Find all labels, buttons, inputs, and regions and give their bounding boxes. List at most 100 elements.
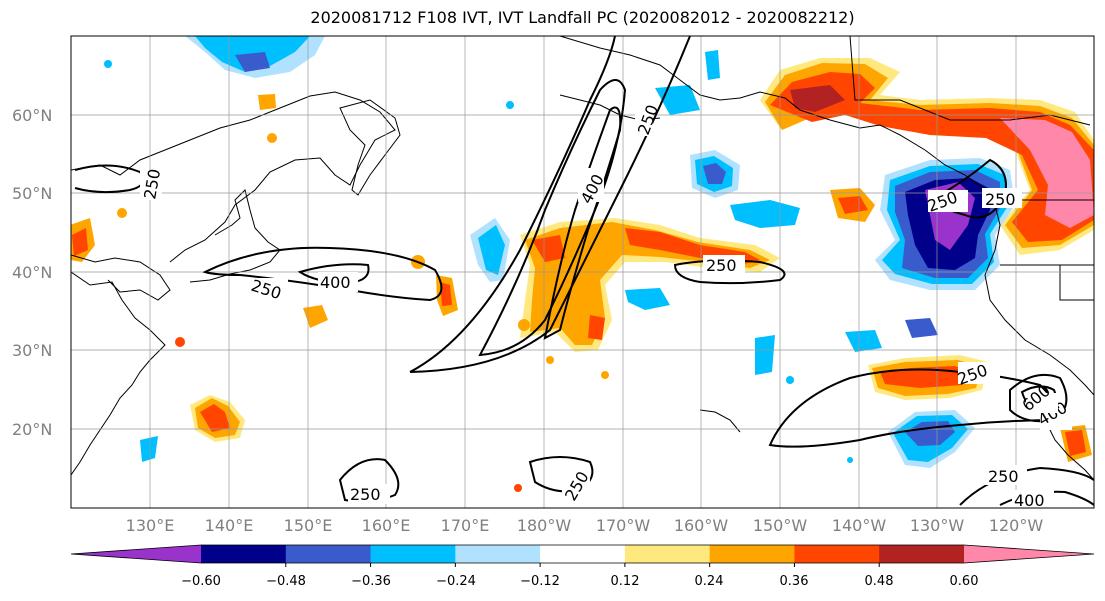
shading-patch [478, 225, 505, 275]
shading-patch [730, 200, 800, 228]
contour-labels: 250 250 400 250 400 250 250 250 250 250 … [140, 102, 1072, 510]
contour-label: 250 [988, 467, 1019, 486]
shading-patch [140, 436, 158, 462]
shading-patch [200, 404, 230, 432]
coastline-alaska [559, 36, 1094, 396]
lon-label: 120°W [989, 516, 1044, 535]
shading-patch [770, 72, 1094, 242]
contour-label-bg [958, 362, 1000, 384]
shading-dot [546, 356, 554, 364]
colorbar-segment [455, 545, 541, 563]
shading-patch [258, 94, 276, 110]
shading-patch [532, 235, 565, 262]
shading-patch [905, 318, 938, 338]
contour-label-bg [985, 465, 1027, 485]
lon-label: 150°W [753, 516, 808, 535]
contour-label: 250 [706, 256, 737, 275]
contour-label-bg [982, 188, 1022, 208]
lat-label: 50°N [12, 184, 52, 203]
contour-400-dateline [543, 106, 622, 340]
contour-250-se [959, 466, 1094, 506]
contour-label: 400 [320, 273, 351, 292]
colorbar-tick-label: 0.12 [611, 574, 640, 589]
shading-dot [175, 337, 185, 347]
shading-patch [838, 196, 868, 214]
shading-dot [786, 376, 794, 384]
contour-250-kuroshio [202, 246, 443, 302]
lon-label: 140°E [205, 516, 254, 535]
longitude-labels: 130°E 140°E 150°E 160°E 170°E 180°W 170°… [126, 516, 1044, 535]
shading-patch [588, 315, 605, 340]
contour-label-bg [1012, 490, 1054, 508]
contour-label: 250 [985, 190, 1016, 209]
contour-400-ring [1009, 374, 1068, 423]
coastline-japan [189, 189, 281, 283]
shading-patch [755, 335, 775, 375]
contour-label-bg [928, 190, 968, 212]
contour-label-bg [703, 255, 745, 275]
contour-label-bg [348, 484, 390, 504]
colorbar-segment [285, 545, 372, 563]
shading-patch [790, 85, 845, 112]
colorbar-tick-label: −0.48 [266, 574, 306, 589]
shading-dot [518, 319, 530, 331]
coastline-korea-china [71, 254, 171, 301]
colorbar-segment [964, 545, 1094, 563]
contour-label: 250 [350, 485, 381, 504]
colorbar-segment [71, 545, 201, 563]
shading-patch [235, 52, 270, 72]
coastline-russia [71, 91, 396, 263]
shading-patch [72, 228, 88, 256]
shading-dot [601, 371, 609, 379]
lat-label: 30°N [12, 341, 52, 360]
lon-label: 160°E [362, 516, 411, 535]
shading-patch [303, 305, 328, 328]
colorbar-tick-label: −0.60 [181, 574, 221, 589]
contour-label-bg [1026, 393, 1058, 413]
shading-dot [514, 484, 522, 492]
lon-label: 130°E [126, 516, 175, 535]
shading-patch [845, 330, 882, 352]
colorbar-segment [201, 545, 287, 563]
colorbar-tick-label: 0.24 [695, 574, 724, 589]
contour-250-inner [478, 79, 627, 357]
contour-label-bg [1040, 408, 1072, 430]
contour-label: 400 [1014, 491, 1045, 510]
shading-patch [440, 282, 452, 306]
contour-250-south2 [528, 456, 594, 493]
lat-label: 60°N [12, 106, 52, 125]
colorbar-tick-label: 0.60 [950, 574, 979, 589]
lon-label: 170°E [441, 516, 490, 535]
shading-dot [117, 208, 127, 218]
contour-label-bg [578, 168, 604, 202]
lon-label: 180°W [517, 516, 572, 535]
map-border [70, 35, 1095, 509]
colorbar-segment [540, 545, 626, 563]
colorbar-segment [624, 545, 711, 563]
colorbar-tick-label: −0.36 [351, 574, 391, 589]
contour-label-bg [318, 272, 358, 292]
contour-label-bg [635, 108, 653, 136]
colorbar-segment [879, 545, 965, 563]
lon-label: 170°W [596, 516, 651, 535]
lon-label: 160°W [674, 516, 729, 535]
colorbar-tick-label: 0.36 [780, 574, 809, 589]
colorbar-segment [794, 545, 880, 563]
colorbar [70, 544, 1095, 567]
coastline-hawaii [699, 409, 741, 433]
colorbar-tick-label: −0.24 [436, 574, 476, 589]
latitude-labels: 60°N 50°N 40°N 30°N 20°N [12, 106, 52, 439]
colorbar-segment [370, 545, 456, 563]
lon-label: 140°W [832, 516, 887, 535]
lat-label: 20°N [12, 420, 52, 439]
map-title: 2020081712 F108 IVT, IVT Landfall PC (20… [310, 8, 855, 27]
lon-label: 130°W [910, 516, 965, 535]
shading-dot [847, 457, 853, 463]
colorbar-tick-label: 0.48 [865, 574, 894, 589]
shading-patch [705, 50, 720, 80]
contour-label-bg [140, 170, 162, 200]
contour-label-bg [248, 278, 288, 300]
shading-patch [625, 288, 670, 310]
colorbar-segment [709, 545, 795, 563]
